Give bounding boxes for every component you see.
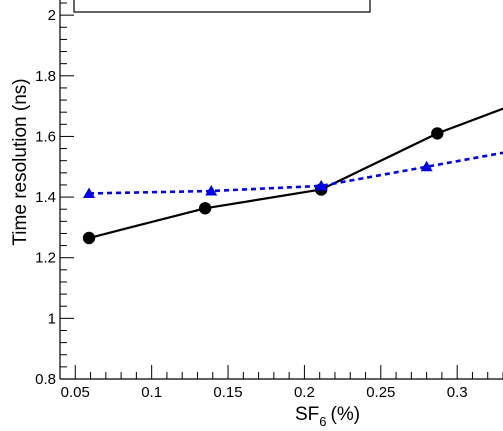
x-tick-label: 0.25 (366, 384, 395, 401)
y-axis-title: Time resolution (ns) (10, 78, 31, 245)
x-tick-label: 0.2 (294, 384, 315, 401)
x-axis-title-unit: (%) (331, 404, 361, 425)
data-point (82, 231, 96, 245)
y-tick-label: 1.6 (35, 128, 56, 145)
y-tick-label: 1 (48, 310, 56, 327)
legend-box (73, 0, 371, 13)
x-axis-title: SF6 (%) (295, 404, 360, 429)
x-axis-title-sub: 6 (319, 414, 326, 429)
y-tick-label: 1.4 (35, 189, 56, 206)
data-point (83, 187, 96, 198)
x-tick-label: 0.05 (61, 384, 90, 401)
data-point (431, 127, 444, 140)
x-tick-label: 0.1 (141, 384, 162, 401)
y-tick-label: 2 (48, 7, 56, 24)
data-point (315, 179, 328, 191)
x-tick-label: 0.3 (447, 384, 468, 401)
y-tick-label: 0.8 (35, 371, 56, 388)
y-tick-label: 1.8 (35, 68, 56, 85)
series-line (88, 151, 503, 195)
data-point (198, 202, 212, 215)
x-tick-label: 0.15 (213, 384, 242, 401)
legend (73, 0, 371, 13)
data-point (420, 160, 433, 172)
x-axis-title-main: SF (295, 404, 319, 425)
data-point (205, 185, 218, 196)
y-tick-label: 1.2 (35, 250, 56, 267)
